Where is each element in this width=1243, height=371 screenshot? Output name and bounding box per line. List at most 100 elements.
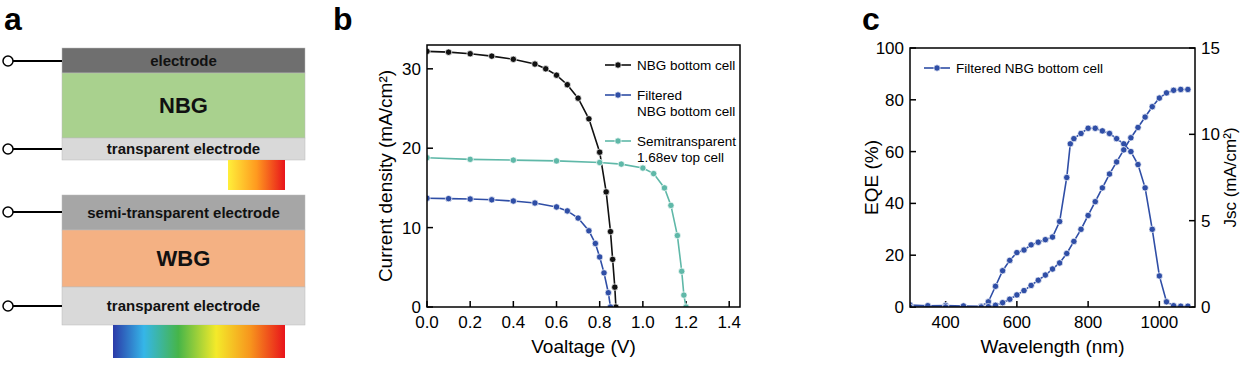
layer — [62, 48, 305, 73]
x-axis-label: Voaltage (V) — [531, 336, 636, 357]
layer-label: WBG — [157, 246, 211, 271]
data-point — [1078, 226, 1084, 232]
y-tick — [910, 203, 916, 205]
x-tick-label: 600 — [1003, 313, 1031, 332]
legend-line: NBG bottom cell — [637, 58, 735, 73]
data-point — [553, 72, 559, 78]
data-point — [1135, 124, 1141, 130]
data-point — [650, 170, 656, 176]
data-point — [489, 53, 495, 59]
legend-line: 1.68ev top cell — [637, 150, 724, 165]
layer — [62, 138, 305, 160]
data-point — [603, 189, 609, 195]
data-point — [1064, 250, 1070, 256]
x-tick-label: 0.4 — [502, 313, 526, 332]
plot-frame — [427, 45, 740, 307]
data-point — [609, 256, 615, 262]
series-line — [910, 89, 1188, 307]
x-tick-label: 400 — [931, 313, 959, 332]
data-point — [1128, 135, 1134, 141]
data-point — [1156, 273, 1162, 279]
chart: 0.00.20.40.60.81.01.21.40102030Voaltage … — [375, 45, 741, 357]
data-point — [1028, 242, 1034, 248]
layer — [62, 73, 305, 138]
data-point — [1056, 218, 1062, 224]
data-point — [1042, 236, 1048, 242]
legend-marker — [615, 138, 621, 144]
data-point — [618, 161, 624, 167]
data-point — [564, 208, 570, 214]
x-tick — [1159, 301, 1161, 307]
legend-line: Semitransparent — [637, 134, 736, 149]
wire — [13, 148, 62, 150]
data-point — [668, 202, 674, 208]
data-point — [1042, 272, 1048, 278]
terminal — [3, 207, 13, 217]
panel-label: c — [862, 1, 880, 37]
data-point — [992, 283, 998, 289]
data-point — [1049, 266, 1055, 272]
layer-label: semi-transparent electrode — [87, 204, 280, 221]
data-point — [1014, 249, 1020, 255]
legend-marker — [615, 62, 621, 68]
y2-tick-label: 10 — [1201, 125, 1220, 144]
data-point — [1078, 130, 1084, 136]
plot-frame — [910, 48, 1195, 307]
data-point — [1163, 90, 1169, 96]
y2-tick-label: 5 — [1201, 212, 1210, 231]
data-point — [1142, 185, 1148, 191]
data-point — [1085, 212, 1091, 218]
data-point — [1085, 125, 1091, 131]
data-point — [1099, 185, 1105, 191]
data-point — [510, 198, 516, 204]
data-point — [1163, 299, 1169, 305]
data-point — [596, 254, 602, 260]
data-point — [1113, 135, 1119, 141]
y-tick-label: 30 — [402, 60, 421, 79]
legend-label: FilteredNBG bottom cell — [637, 88, 735, 119]
legend-marker — [934, 65, 940, 71]
data-point — [1156, 95, 1162, 101]
data-point — [605, 290, 611, 296]
data-point — [1035, 239, 1041, 245]
data-point — [1014, 292, 1020, 298]
y-tick-label: 100 — [876, 39, 904, 58]
data-point — [1142, 114, 1148, 120]
x-tick-label: 1000 — [1140, 313, 1178, 332]
x-tick-label: 1.0 — [631, 313, 655, 332]
y-tick-label: 40 — [885, 194, 904, 213]
panel-label: a — [4, 1, 22, 37]
series-line — [427, 198, 610, 307]
y2-tick — [1189, 220, 1195, 222]
data-point — [999, 268, 1005, 274]
data-point — [1149, 104, 1155, 110]
y-tick-label: 60 — [885, 143, 904, 162]
data-point — [592, 240, 598, 246]
data-point — [612, 284, 618, 290]
data-point — [1106, 130, 1112, 136]
data-point — [575, 215, 581, 221]
layer-label: transparent electrode — [107, 297, 260, 314]
x-tick-label: 0.6 — [545, 313, 569, 332]
wire — [13, 211, 62, 213]
data-point — [1071, 238, 1077, 244]
data-point — [510, 157, 516, 163]
legend-label: NBG bottom cell — [637, 58, 735, 73]
x-tick — [556, 301, 558, 307]
data-point — [1092, 198, 1098, 204]
data-point — [445, 195, 451, 201]
data-point — [445, 49, 451, 55]
data-point — [553, 204, 559, 210]
legend-label: Semitransparent1.68ev top cell — [637, 134, 736, 165]
x-tick — [469, 301, 471, 307]
layer — [62, 230, 305, 287]
y-tick — [910, 254, 916, 256]
x-tick — [1087, 301, 1089, 307]
legend-line: Filtered — [637, 88, 682, 103]
y-tick-label: 20 — [402, 139, 421, 158]
legend-line: Filtered NBG bottom cell — [956, 61, 1103, 76]
data-point — [674, 232, 680, 238]
x-tick — [1016, 301, 1018, 307]
plot-area — [910, 86, 1191, 307]
data-point — [679, 268, 685, 274]
